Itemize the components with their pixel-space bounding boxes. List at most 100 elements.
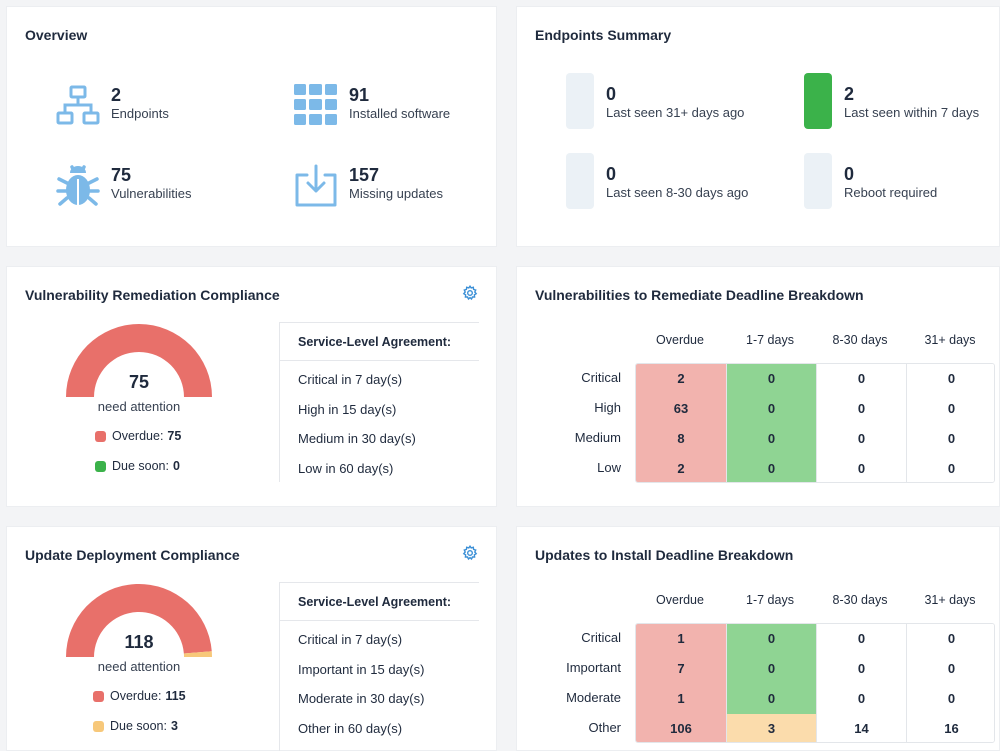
download-tray-icon: [295, 164, 337, 207]
matrix-cell[interactable]: 0: [816, 394, 906, 424]
vuln-breakdown-title: Vulnerabilities to Remediate Deadline Br…: [535, 287, 864, 303]
gear-icon[interactable]: [462, 285, 478, 301]
network-icon: [56, 85, 100, 125]
matrix-cell[interactable]: 0: [816, 654, 906, 684]
matrix-cell[interactable]: 8: [636, 424, 726, 454]
legend-due-soon-label: Due soon:: [112, 459, 169, 473]
endpoint-stat-label: Last seen 31+ days ago: [606, 105, 745, 120]
matrix-column-header: 1-7 days: [746, 593, 794, 607]
due-soon-swatch: [93, 720, 104, 732]
endpoint-stat-31-plus[interactable]: 0 Last seen 31+ days ago: [566, 73, 744, 129]
sla-header: Service-Level Agreement:: [280, 583, 479, 621]
overview-title: Overview: [25, 27, 88, 43]
matrix-cell[interactable]: 0: [816, 424, 906, 454]
legend-overdue-value: 75: [167, 429, 182, 443]
gear-icon[interactable]: [462, 545, 478, 561]
grid-apps-icon: [294, 84, 337, 125]
vuln-sla-box: Service-Level Agreement: Critical in 7 d…: [279, 322, 479, 482]
sla-row: Critical in 7 day(s): [298, 632, 403, 647]
vuln-compliance-title: Vulnerability Remediation Compliance: [25, 287, 280, 303]
matrix-column-header: 8-30 days: [832, 333, 888, 347]
endpoint-stat-label: Reboot required: [844, 185, 938, 200]
update-compliance-title: Update Deployment Compliance: [25, 547, 240, 563]
overview-missing-updates[interactable]: 157 Missing updates: [293, 163, 443, 209]
matrix-cell[interactable]: 2: [636, 454, 726, 482]
sla-row: Critical in 7 day(s): [298, 372, 403, 387]
vuln-legend-due-soon: Due soon: 0: [95, 459, 180, 473]
sla-row: Other in 60 day(s): [298, 720, 403, 736]
endpoint-stat-bar: [566, 73, 594, 129]
matrix-cell[interactable]: 106: [636, 714, 726, 742]
vuln-compliance-card: Vulnerability Remediation Compliance 75 …: [6, 266, 497, 507]
matrix-cell[interactable]: 2: [636, 364, 726, 394]
matrix-cell[interactable]: 0: [726, 684, 816, 714]
vuln-breakdown-card: Vulnerabilities to Remediate Deadline Br…: [516, 266, 1000, 507]
endpoint-stat-label: Last seen 8-30 days ago: [606, 185, 749, 200]
matrix-cell[interactable]: 0: [726, 624, 816, 654]
matrix-cell[interactable]: 0: [906, 684, 994, 714]
matrix-cell[interactable]: 3: [726, 714, 816, 742]
overdue-swatch: [95, 430, 106, 442]
matrix-cell[interactable]: 0: [906, 394, 994, 424]
update-legend-due-soon: Due soon: 3: [93, 719, 178, 733]
matrix-row-label: Moderate: [566, 690, 621, 705]
endpoints-summary-title: Endpoints Summary: [535, 27, 672, 43]
vuln-gauge-value: 75: [128, 372, 150, 392]
sla-row: Medium in 30 day(s): [298, 431, 416, 446]
vuln-gauge-subtitle: need attention: [97, 399, 181, 414]
matrix-cell[interactable]: 7: [636, 654, 726, 684]
endpoint-stat-value: 0: [606, 84, 617, 104]
sla-row: Low in 60 day(s): [298, 460, 394, 476]
matrix-cell[interactable]: 0: [906, 454, 994, 482]
vuln-legend-overdue: Overdue: 75: [95, 429, 181, 443]
matrix-cell[interactable]: 0: [906, 654, 994, 684]
update-gauge-value: 118: [124, 632, 154, 652]
matrix-cell[interactable]: 16: [906, 714, 994, 742]
matrix-cell[interactable]: 0: [906, 424, 994, 454]
matrix-cell[interactable]: 0: [726, 654, 816, 684]
missing-updates-label: Missing updates: [349, 186, 443, 201]
overdue-swatch: [93, 690, 104, 702]
sla-row: Moderate in 30 day(s): [298, 691, 425, 706]
legend-due-soon-label: Due soon:: [110, 719, 167, 733]
overview-vulnerabilities[interactable]: 75 Vulnerabilities: [55, 163, 191, 209]
endpoint-stat-reboot[interactable]: 0 Reboot required: [804, 153, 937, 209]
legend-overdue-value: 115: [165, 689, 186, 703]
sla-row: High in 15 day(s): [298, 401, 397, 417]
endpoint-stat-label: Last seen within 7 days: [844, 105, 980, 120]
endpoints-summary-card: Endpoints Summary 0 Last seen 31+ days a…: [516, 6, 1000, 247]
installed-software-count: 91: [349, 85, 370, 105]
matrix-cell[interactable]: 1: [636, 684, 726, 714]
matrix-cell[interactable]: 1: [636, 624, 726, 654]
matrix-cell[interactable]: 0: [816, 454, 906, 482]
matrix-cell[interactable]: 0: [726, 424, 816, 454]
matrix-cell[interactable]: 0: [906, 624, 994, 654]
matrix-cell[interactable]: 0: [906, 364, 994, 394]
matrix-column-header: Overdue: [656, 593, 704, 607]
matrix-row-label: Critical: [581, 630, 621, 645]
matrix-cell[interactable]: 0: [816, 684, 906, 714]
update-compliance-card: Update Deployment Compliance 118 need at…: [6, 526, 497, 751]
update-legend-overdue: Overdue: 115: [93, 689, 186, 703]
matrix-cell[interactable]: 14: [816, 714, 906, 742]
matrix-cell[interactable]: 0: [726, 364, 816, 394]
matrix-cell[interactable]: 0: [816, 364, 906, 394]
matrix-cell[interactable]: 63: [636, 394, 726, 424]
matrix-row-label: Important: [566, 660, 621, 675]
matrix-cell[interactable]: 0: [726, 394, 816, 424]
endpoints-count: 2: [111, 85, 122, 105]
endpoint-stat-bar: [804, 73, 832, 129]
matrix-cell[interactable]: 0: [726, 454, 816, 482]
update-breakdown-title: Updates to Install Deadline Breakdown: [535, 547, 794, 563]
endpoint-stat-8-30[interactable]: 0 Last seen 8-30 days ago: [566, 153, 748, 209]
overview-endpoints[interactable]: 2 Endpoints: [55, 83, 169, 129]
endpoint-stat-within-7[interactable]: 2 Last seen within 7 days: [804, 73, 979, 129]
matrix-row-label: High: [594, 400, 621, 415]
matrix-row-label: Medium: [574, 430, 621, 445]
matrix-row-label: Other: [588, 720, 621, 735]
overview-installed-software[interactable]: 91 Installed software: [293, 83, 450, 129]
legend-due-soon-value: 0: [172, 459, 180, 473]
matrix-cell[interactable]: 0: [816, 624, 906, 654]
matrix-grid: 2 0 0 0 63 0 0 0 8 0 0 0 2 0 0 0: [635, 363, 995, 483]
matrix-column-header: Overdue: [656, 333, 704, 347]
